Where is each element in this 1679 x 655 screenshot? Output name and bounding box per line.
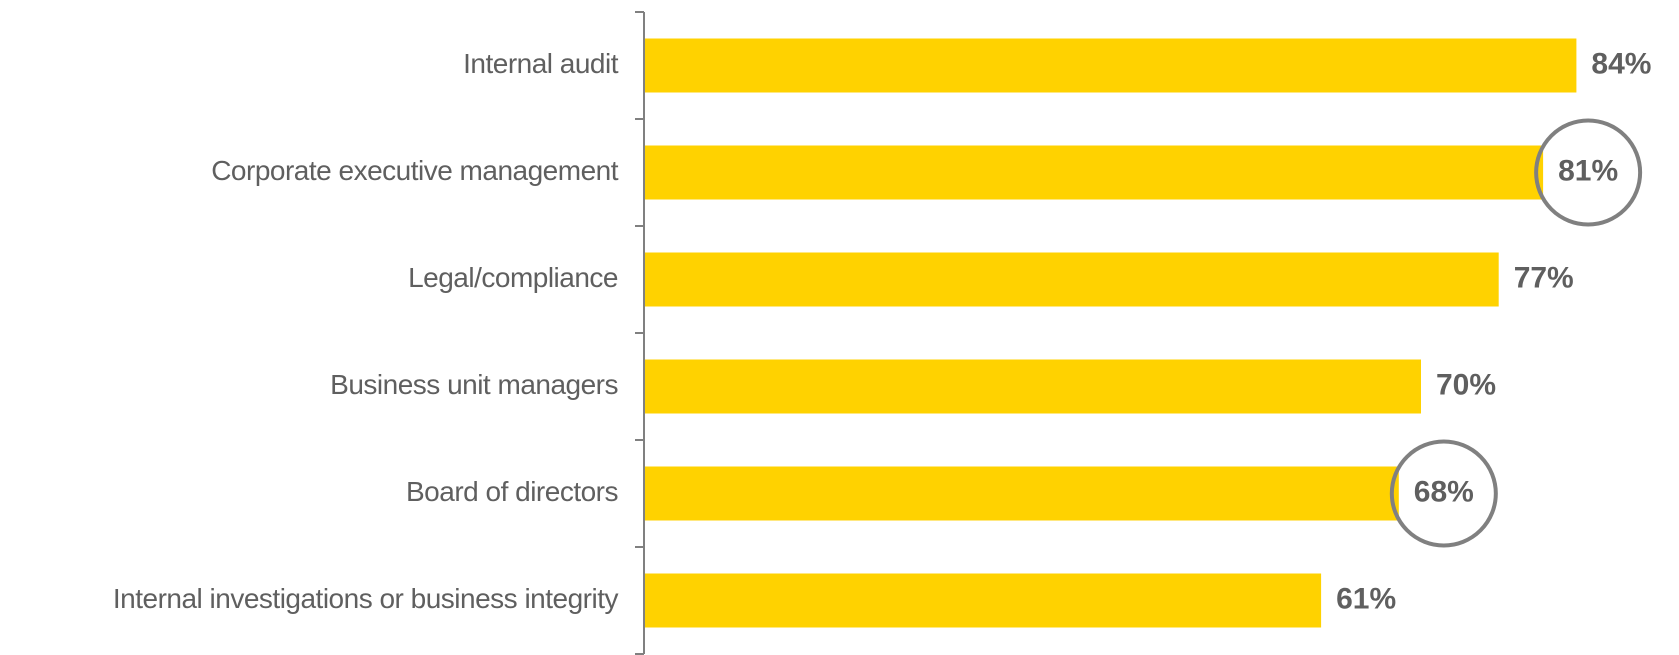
bar [645, 145, 1544, 200]
category-label: Board of directors [406, 476, 618, 507]
highlight-circle [1534, 118, 1643, 227]
bar [645, 573, 1322, 628]
category-label: Corporate executive management [211, 155, 619, 186]
category-label: Business unit managers [330, 369, 618, 400]
bar [645, 252, 1499, 307]
value-label: 77% [1514, 261, 1574, 294]
category-label: Internal audit [463, 48, 619, 79]
bar [645, 466, 1399, 521]
category-label: Internal investigations or business inte… [113, 583, 619, 614]
value-label: 68% [1414, 475, 1474, 508]
value-label: 84% [1591, 47, 1651, 80]
category-label: Legal/compliance [408, 262, 618, 293]
value-label: 70% [1436, 368, 1496, 401]
value-label: 61% [1336, 582, 1396, 615]
bar [645, 38, 1577, 93]
highlight-circle [1389, 439, 1498, 548]
value-label: 81% [1558, 154, 1618, 187]
bar [645, 359, 1421, 414]
